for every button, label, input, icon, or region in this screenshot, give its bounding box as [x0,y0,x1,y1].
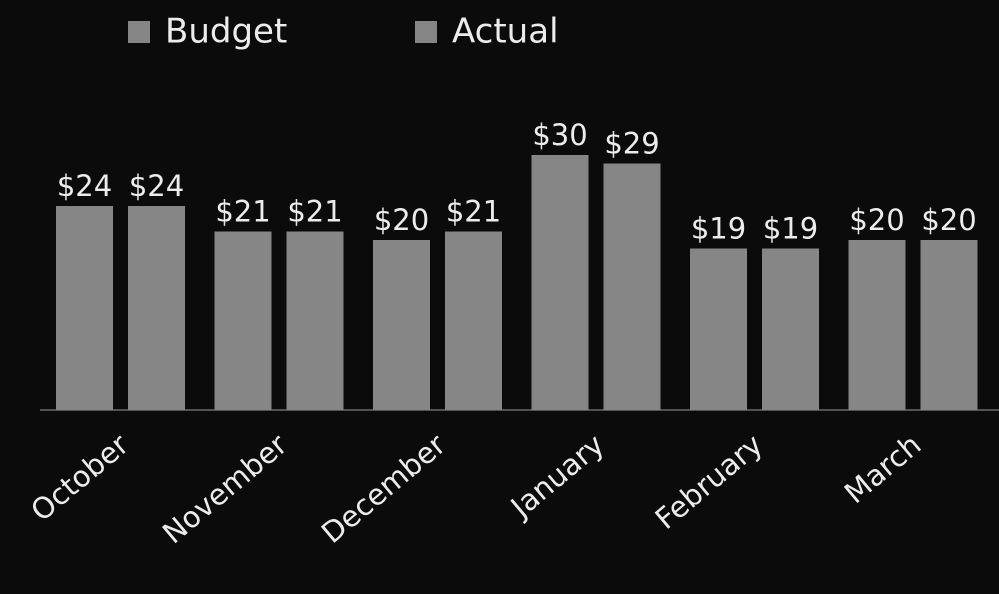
bar [214,231,272,410]
x-tick-label: November [156,427,293,550]
x-tick-label: December [315,427,452,550]
data-label: $30 [532,118,587,152]
data-label: $19 [763,212,818,246]
data-label: $21 [287,195,342,229]
legend-swatch [128,21,150,43]
data-label: $21 [215,195,270,229]
bar [920,240,978,410]
bar [603,163,661,410]
bar [762,248,819,410]
data-label: $24 [57,169,112,203]
bar [373,240,430,410]
data-label: $20 [374,203,429,237]
data-label: $20 [921,203,976,237]
data-label: $29 [604,127,659,161]
legend-swatch [415,21,437,43]
data-label: $24 [129,169,184,203]
legend-label: Budget [165,12,287,52]
bar [531,155,589,410]
bar [445,231,502,410]
bar [286,231,344,410]
data-label: $20 [849,203,904,237]
data-label: $21 [446,195,501,229]
data-label: $19 [691,212,746,246]
x-tick-label: January [503,427,611,525]
x-tick-label: October [24,427,135,528]
bar [128,206,185,410]
bar [56,206,113,410]
bar [690,248,747,410]
x-tick-label: March [838,427,928,510]
bar [848,240,906,410]
x-tick-label: February [649,427,769,536]
legend-label: Actual [452,12,559,52]
